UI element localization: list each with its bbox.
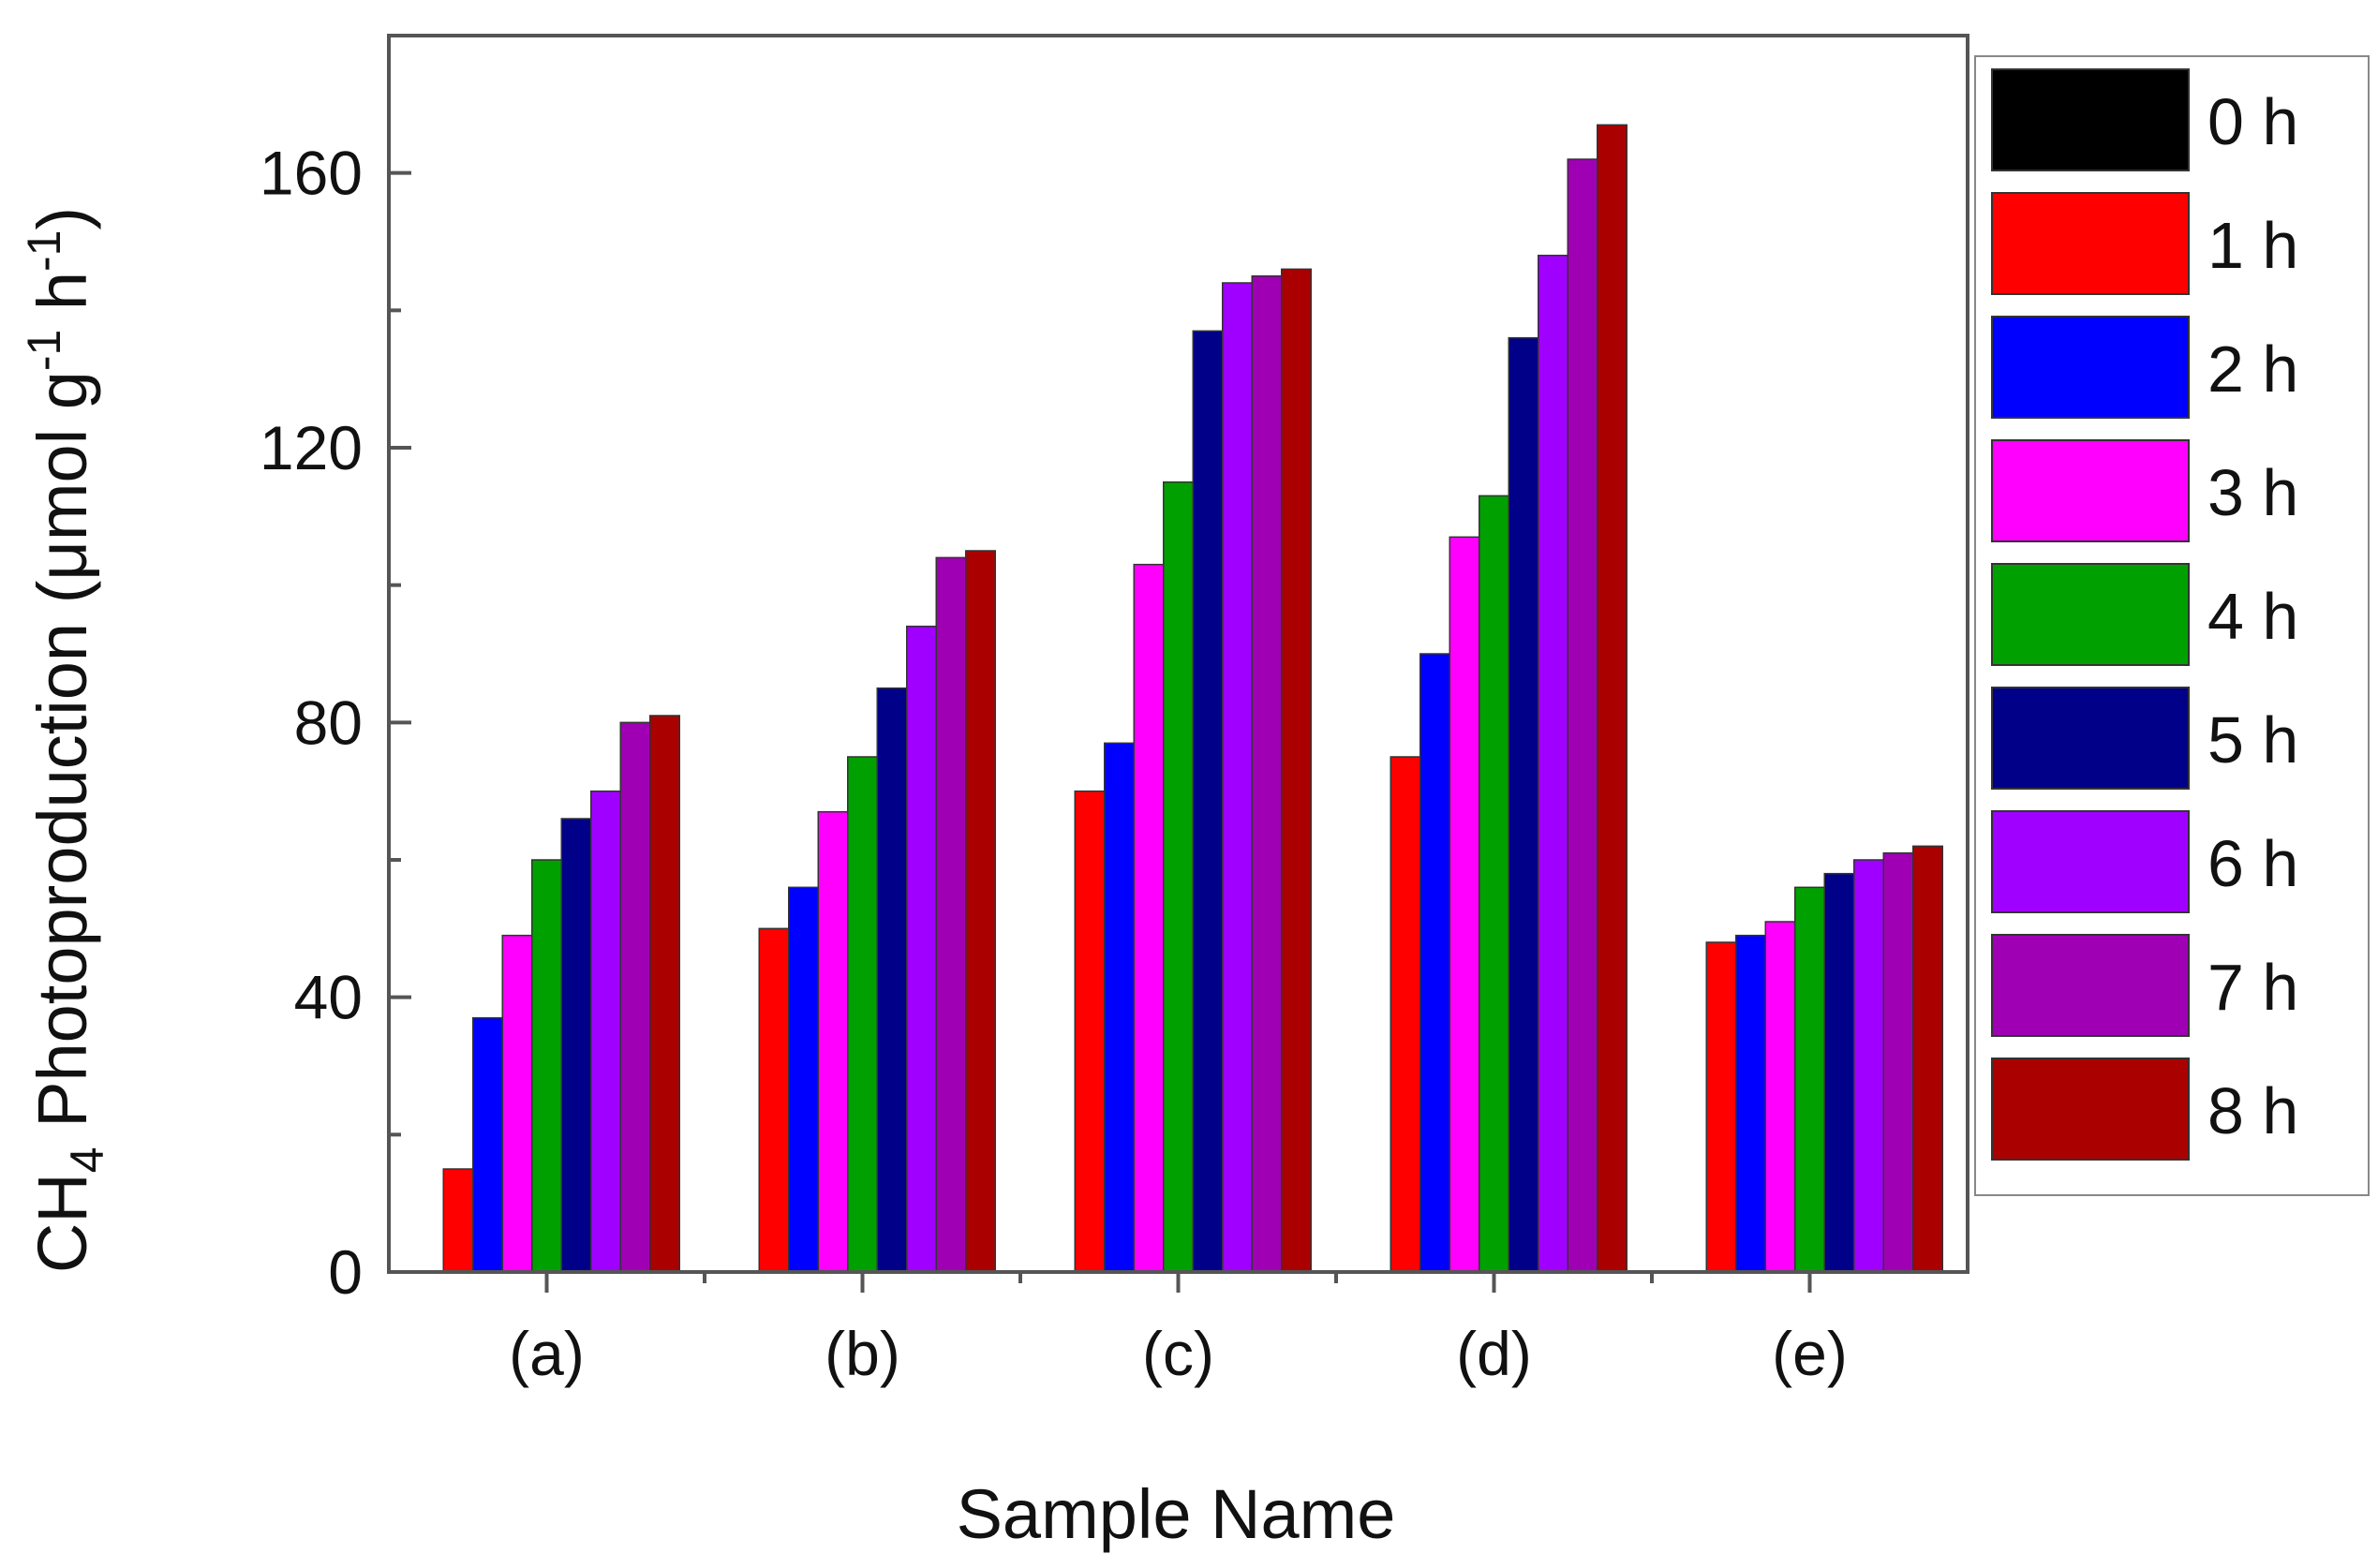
y-tick-label: 80 <box>294 688 363 757</box>
bar <box>649 715 680 1273</box>
bar <box>1251 274 1283 1273</box>
legend-swatch <box>1991 192 2190 295</box>
bar <box>1823 872 1855 1273</box>
bar <box>817 810 849 1273</box>
x-axis-title: Sample Name <box>957 1475 1396 1553</box>
x-tick-label: (e) <box>1772 1319 1848 1388</box>
bar <box>1479 495 1509 1273</box>
bar <box>1419 653 1450 1273</box>
bars-group <box>442 124 1943 1273</box>
bar <box>1912 845 1943 1273</box>
legend-label: 1 h <box>2207 209 2298 282</box>
bar <box>501 934 533 1273</box>
bar <box>965 550 996 1273</box>
legend-label: 2 h <box>2207 333 2298 406</box>
legend-label: 6 h <box>2207 827 2298 900</box>
bar <box>1705 941 1737 1273</box>
bar <box>847 756 878 1273</box>
legend-label: 8 h <box>2207 1074 2298 1147</box>
bar <box>1853 859 1884 1273</box>
x-axis: (a) (b) (c) (d) (e) <box>509 1272 1848 1388</box>
x-tick-label: (b) <box>825 1319 900 1388</box>
y-tick-label: 0 <box>328 1237 363 1307</box>
bar <box>1449 536 1480 1273</box>
y-axis: 0 40 80 120 160 <box>260 139 411 1307</box>
bar <box>1882 851 1914 1273</box>
bar <box>472 1016 503 1273</box>
bar <box>758 927 790 1273</box>
bar <box>590 790 621 1273</box>
bar <box>788 886 819 1273</box>
legend-label: 7 h <box>2207 951 2298 1024</box>
bar <box>560 818 592 1273</box>
legend-swatch <box>1991 563 2190 666</box>
bar <box>1163 481 1194 1273</box>
bar <box>1567 158 1598 1273</box>
x-tick-label: (d) <box>1456 1319 1532 1388</box>
bar <box>1538 254 1568 1273</box>
bar <box>1390 756 1421 1273</box>
bar <box>1222 282 1253 1273</box>
bar <box>619 721 651 1273</box>
bar <box>1597 124 1627 1273</box>
bar <box>531 859 562 1273</box>
legend-swatch <box>1991 687 2190 790</box>
bar <box>442 1168 474 1273</box>
bar <box>876 687 908 1273</box>
legend-swatch <box>1991 439 2190 542</box>
bar <box>935 556 967 1273</box>
legend-swatch <box>1991 1058 2190 1161</box>
y-axis-title: CH4 Photoproduction (μmol g-1 h-1) <box>18 207 113 1273</box>
legend-swatch <box>1991 68 2190 171</box>
bar <box>1794 886 1825 1273</box>
legend-swatch <box>1991 810 2190 913</box>
legend-label: 5 h <box>2207 703 2298 777</box>
bar <box>1192 330 1224 1273</box>
x-tick-label: (c) <box>1142 1319 1214 1388</box>
bar <box>1281 268 1312 1273</box>
legend-swatch <box>1991 316 2190 419</box>
bar <box>906 625 937 1273</box>
bar <box>1735 934 1766 1273</box>
bar <box>1074 790 1106 1273</box>
legend-label: 0 h <box>2207 85 2298 158</box>
legend-swatch <box>1991 934 2190 1037</box>
y-tick-label: 120 <box>260 413 363 482</box>
legend: 0 h 1 h 2 h 3 h 4 h 5 h 6 h 7 h 8 h <box>1974 55 2370 1196</box>
legend-label: 4 h <box>2207 580 2298 653</box>
bar <box>1133 563 1165 1273</box>
bar <box>1104 742 1135 1273</box>
legend-label: 3 h <box>2207 456 2298 529</box>
bar <box>1764 921 1796 1273</box>
y-tick-label: 160 <box>260 139 363 208</box>
x-tick-label: (a) <box>509 1319 585 1388</box>
y-tick-label: 40 <box>294 963 363 1032</box>
bar <box>1508 336 1539 1273</box>
